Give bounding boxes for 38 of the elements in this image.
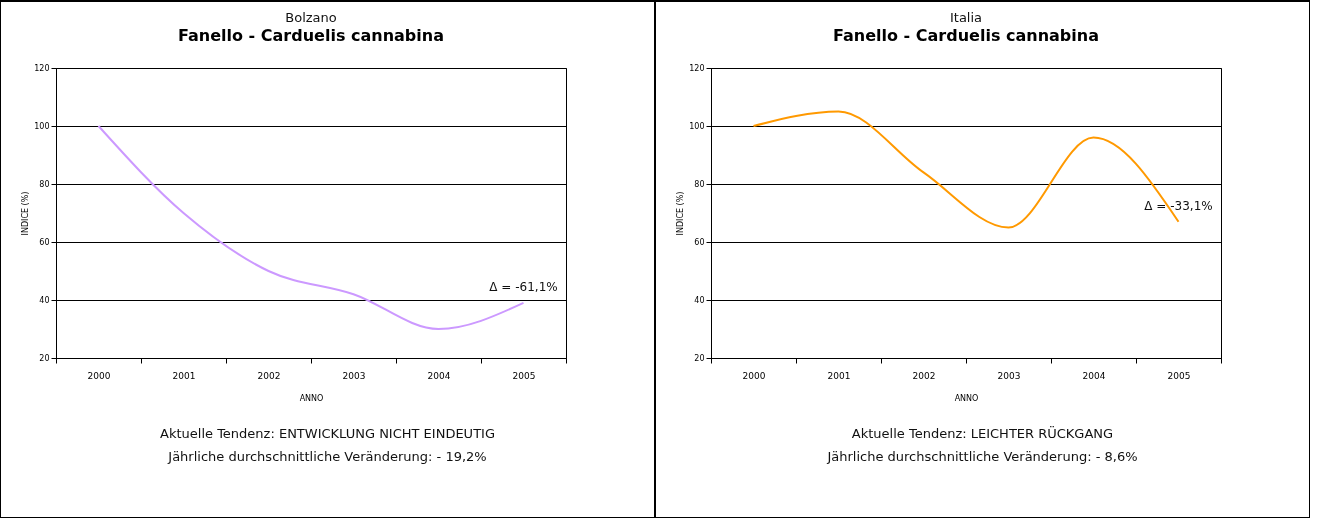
y-tick-label: 120 [689, 63, 705, 73]
x-tick-label: 2001 [827, 370, 851, 381]
x-tick-label: 2002 [912, 370, 936, 381]
chart-subtitle: Fanello - Carduelis cannabina [833, 26, 1099, 45]
x-axis-title: ANNO [299, 393, 324, 403]
x-tick-label: 2004 [1082, 370, 1106, 381]
x-tick-label: 2000 [87, 370, 111, 381]
y-tick-label: 40 [39, 295, 50, 305]
y-tick-label: 100 [689, 121, 705, 131]
y-axis-title: INDICE (%) [676, 191, 686, 236]
x-tick-label: 2004 [427, 370, 451, 381]
y-tick-label: 60 [694, 237, 705, 247]
y-tick-label: 80 [694, 179, 705, 189]
annotation: Δ = -61,1% [489, 279, 558, 294]
x-tick-label: 2003 [997, 370, 1021, 381]
y-tick-label: 40 [694, 295, 705, 305]
text: Aktuelle Tendenz: ENTWICKLUNG NICHT EINDEUTIG [159, 426, 496, 441]
x-tick-label: 2005 [512, 370, 536, 381]
text: Aktuelle Tendenz: LEICHTER RÜCKGANG [850, 426, 1115, 441]
y-tick-label: 20 [39, 353, 50, 363]
y-tick-label: 100 [34, 121, 50, 131]
x-tick-label: 2005 [1167, 370, 1191, 381]
y-tick-label: 20 [694, 353, 705, 363]
text: Jährliche durchschnittliche Veränderung: - 19,2% [166, 449, 488, 464]
chart-title: Italia [949, 10, 983, 25]
y-tick-label: 80 [39, 179, 50, 189]
text: Jährliche durchschnittliche Veränderung: - 8,6% [825, 449, 1139, 464]
y-tick-label: 120 [34, 63, 50, 73]
x-tick-label: 2002 [257, 370, 281, 381]
x-tick-label: 2000 [742, 370, 766, 381]
y-axis-title: INDICE (%) [21, 191, 31, 236]
y-tick-label: 60 [39, 237, 50, 247]
chart-subtitle: Fanello - Carduelis cannabina [178, 26, 444, 45]
chart-title: Bolzano [285, 10, 337, 25]
x-tick-label: 2003 [342, 370, 366, 381]
annotation: Δ = -33,1% [1144, 198, 1213, 213]
x-axis-title: ANNO [954, 393, 979, 403]
x-tick-label: 2001 [172, 370, 196, 381]
